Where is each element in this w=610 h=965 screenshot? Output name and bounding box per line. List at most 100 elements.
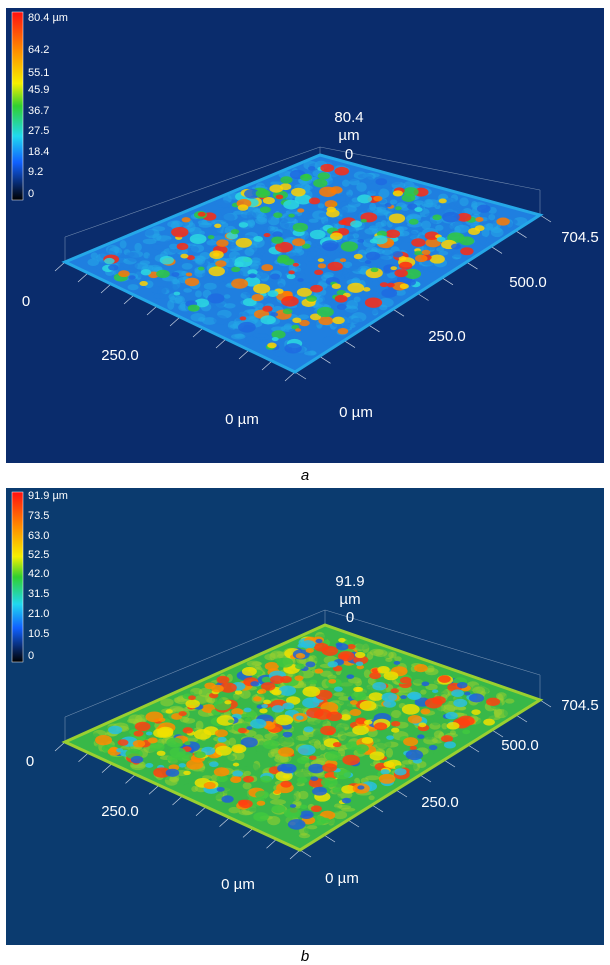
surface-bump [232, 770, 243, 776]
surface-texture [345, 195, 352, 205]
surface-bump [245, 718, 252, 722]
surface-bump [330, 232, 343, 240]
surface-bump [145, 763, 153, 768]
surface-bump [317, 307, 334, 317]
surface-texture [365, 775, 380, 780]
surface-bump [305, 661, 315, 667]
surface-bump [283, 774, 290, 778]
surface-bump [141, 269, 152, 275]
colorbar-label: 9.2 [28, 166, 43, 178]
axis-label: 0 µm [325, 870, 359, 887]
surface-bump [217, 676, 230, 684]
surface-bump [295, 328, 301, 332]
axis-label: 250.0 [101, 803, 139, 820]
surface-bump [185, 699, 200, 708]
surface-texture [226, 755, 236, 760]
colorbar-label: 18.4 [28, 146, 49, 158]
surface-texture [127, 252, 139, 262]
surface-bump [296, 653, 306, 659]
surface-bump [312, 787, 327, 796]
surface-bump [395, 206, 402, 210]
surface-bump [131, 756, 144, 764]
surface-bump [180, 254, 188, 259]
surface-bump [182, 217, 191, 222]
surface-bump [270, 675, 284, 684]
surface-bump [253, 696, 262, 701]
surface-texture [409, 231, 418, 238]
surface-bump [257, 801, 266, 806]
surface-bump [321, 777, 338, 787]
surface-bump [190, 234, 207, 244]
surface-bump [432, 689, 438, 693]
surface-bump [292, 318, 301, 324]
surface-bump [170, 747, 186, 757]
axis-label: 0 [346, 609, 354, 626]
surface-texture [196, 721, 204, 731]
surface-texture [341, 808, 355, 812]
surface-bump [318, 172, 330, 179]
surface-bump [118, 270, 129, 277]
surface-bump [282, 702, 294, 709]
surface-bump [171, 272, 179, 277]
axis-label: 250.0 [428, 328, 466, 345]
axis-label: µm [338, 127, 359, 144]
surface-bump [284, 343, 301, 353]
surface-bump [326, 712, 342, 722]
colorbar-label: 64.2 [28, 44, 49, 56]
surface-bump [333, 742, 342, 747]
surface-bump [174, 292, 181, 296]
surface-bump [214, 224, 221, 228]
surface-bump [104, 258, 115, 264]
surface-bump [280, 764, 296, 774]
surface-bump [417, 734, 424, 738]
surface-texture [365, 684, 373, 688]
surface-bump [231, 279, 248, 289]
surface-bump [350, 709, 362, 716]
axis-label: µm [339, 591, 360, 608]
surface-bump [277, 658, 293, 668]
surface-texture [422, 203, 437, 207]
surface-bump [215, 729, 228, 737]
surface-bump [221, 795, 233, 802]
surface-texture [299, 833, 310, 838]
surface-bump [414, 207, 422, 212]
surface-bump [430, 254, 445, 263]
surface-bump [309, 198, 320, 205]
surface-bump [441, 735, 453, 742]
surface-bump [283, 732, 293, 738]
surface-bump [290, 804, 296, 808]
surface-bump [179, 763, 186, 767]
surface-texture [206, 240, 216, 246]
surface-bump [414, 664, 428, 672]
colorbar-label: 27.5 [28, 125, 49, 137]
surface-bump [133, 740, 145, 747]
surface-bump [231, 267, 240, 273]
surface-texture [304, 351, 317, 356]
surface-bump [313, 179, 327, 188]
surface-bump [283, 291, 293, 297]
surface-bump [250, 719, 266, 729]
surface-bump [249, 273, 257, 278]
surface-bump [272, 689, 282, 695]
surface-bump [108, 726, 122, 735]
surface-bump [451, 689, 464, 697]
surface-bump [292, 238, 305, 246]
surface-bump [338, 328, 349, 334]
axis-label: 250.0 [421, 794, 459, 811]
surface-bump [369, 672, 381, 679]
surface-bump [325, 200, 338, 208]
surface-texture [152, 233, 161, 241]
surface-bump [437, 237, 446, 242]
surface-bump [272, 705, 284, 712]
surface-bump [306, 295, 317, 301]
surface-texture [131, 764, 146, 768]
surface-bump [231, 229, 239, 234]
surface-bump [300, 805, 307, 809]
surface-bump [319, 187, 336, 197]
surface-bump [275, 715, 293, 726]
surface-bump [425, 698, 443, 709]
surface-bump [298, 745, 316, 756]
surface-texture [190, 774, 200, 778]
surface-bump [394, 269, 408, 277]
surface-texture [248, 220, 255, 226]
